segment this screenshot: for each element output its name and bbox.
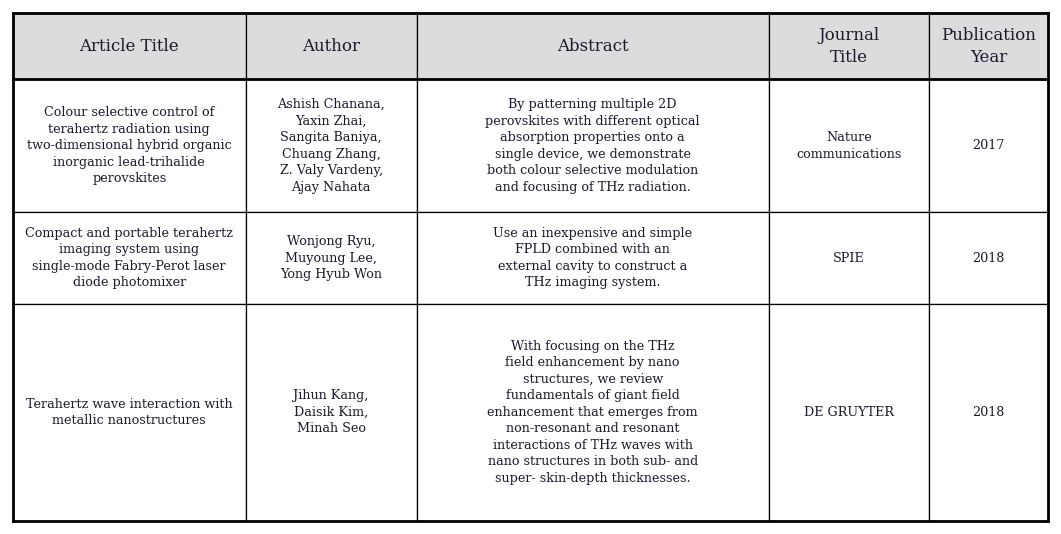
Text: Use an inexpensive and simple
FPLD combined with an
external cavity to construct: Use an inexpensive and simple FPLD combi… (493, 227, 692, 289)
Text: 2018: 2018 (973, 252, 1005, 265)
Bar (929, 213, 1048, 304)
Bar (246, 213, 417, 304)
Text: Terahertz wave interaction with
metallic nanostructures: Terahertz wave interaction with metallic… (25, 397, 232, 427)
Text: Publication
Year: Publication Year (941, 27, 1037, 66)
Text: Jihun Kang,
Daisik Kim,
Minah Seo: Jihun Kang, Daisik Kim, Minah Seo (294, 389, 369, 435)
Text: Nature
communications: Nature communications (796, 131, 902, 161)
Text: DE GRUYTER: DE GRUYTER (804, 406, 894, 419)
Bar (13, 213, 246, 304)
Bar (417, 13, 768, 80)
Bar (929, 304, 1048, 521)
Text: Colour selective control of
terahertz radiation using
two-dimensional hybrid org: Colour selective control of terahertz ra… (27, 106, 231, 185)
Bar (246, 13, 417, 80)
Text: With focusing on the THz
field enhancement by nano
structures, we review
fundame: With focusing on the THz field enhanceme… (487, 340, 698, 485)
Text: Article Title: Article Title (80, 38, 179, 55)
Text: Journal
Title: Journal Title (818, 27, 880, 66)
Text: Author: Author (302, 38, 360, 55)
Text: 2017: 2017 (973, 139, 1005, 152)
Bar (13, 304, 246, 521)
Bar (768, 304, 929, 521)
Text: By patterning multiple 2D
perovskites with different optical
absorption properti: By patterning multiple 2D perovskites wi… (485, 98, 700, 194)
Text: Abstract: Abstract (557, 38, 628, 55)
Text: Compact and portable terahertz
imaging system using
single-mode Fabry-Perot lase: Compact and portable terahertz imaging s… (25, 227, 233, 289)
Text: SPIE: SPIE (833, 252, 865, 265)
Text: Wonjong Ryu,
Muyoung Lee,
Yong Hyub Won: Wonjong Ryu, Muyoung Lee, Yong Hyub Won (280, 235, 382, 281)
Bar (768, 80, 929, 213)
Bar (246, 304, 417, 521)
Bar (929, 13, 1048, 80)
Bar (246, 80, 417, 213)
Bar (13, 13, 246, 80)
Bar (13, 80, 246, 213)
Bar (417, 213, 768, 304)
Bar (929, 80, 1048, 213)
Bar (417, 304, 768, 521)
Bar (768, 13, 929, 80)
Bar (417, 80, 768, 213)
Text: Ashish Chanana,
Yaxin Zhai,
Sangita Baniya,
Chuang Zhang,
Z. Valy Vardeny,
Ajay : Ashish Chanana, Yaxin Zhai, Sangita Bani… (277, 98, 385, 194)
Bar (768, 213, 929, 304)
Text: 2018: 2018 (973, 406, 1005, 419)
